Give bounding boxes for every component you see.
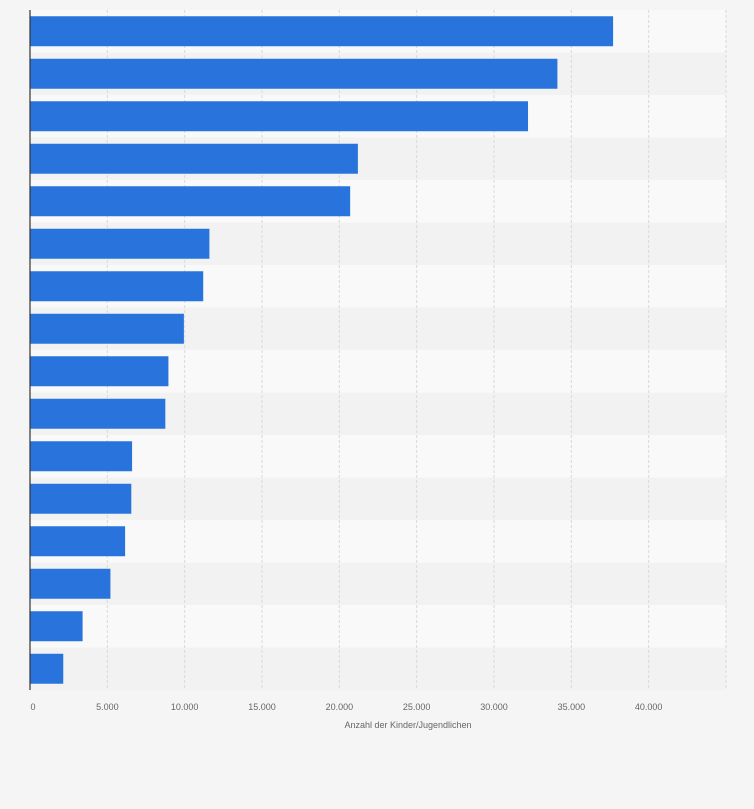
bar[interactable] [30, 483, 132, 514]
x-tick-label: 25.000 [403, 702, 431, 712]
x-tick-label: 15.000 [248, 702, 276, 712]
bar[interactable] [30, 526, 126, 557]
row-band [30, 647, 726, 690]
bar[interactable] [30, 228, 210, 259]
x-axis-title: Anzahl der Kinder/Jugendlichen [344, 720, 471, 730]
bar[interactable] [30, 441, 133, 472]
bar[interactable] [30, 356, 169, 387]
bar[interactable] [30, 398, 166, 429]
x-tick-label: 35.000 [558, 702, 586, 712]
row-band [30, 435, 726, 478]
bar[interactable] [30, 653, 64, 684]
x-tick-label: 20.000 [326, 702, 354, 712]
row-band [30, 562, 726, 605]
bar[interactable] [30, 313, 184, 344]
x-tick-label: 30.000 [480, 702, 508, 712]
x-tick-label: 10.000 [171, 702, 199, 712]
row-band [30, 605, 726, 648]
x-tick-label: 5.000 [96, 702, 119, 712]
x-axis-ticks: 0 5.000 10.000 15.000 20.000 25.000 30.000 35.0… [30, 702, 662, 712]
row-band [30, 520, 726, 563]
gridlines [106, 10, 727, 690]
bar[interactable] [30, 58, 558, 89]
x-tick-label: 40.000 [635, 702, 663, 712]
bar[interactable] [30, 271, 204, 302]
bar[interactable] [30, 143, 358, 174]
row-band [30, 477, 726, 520]
bar[interactable] [30, 16, 614, 47]
bar[interactable] [30, 186, 351, 217]
bar-series [30, 16, 614, 684]
bar[interactable] [30, 611, 83, 642]
bar[interactable] [30, 568, 111, 599]
bar[interactable] [30, 101, 529, 132]
x-tick-label: 0 [30, 702, 35, 712]
